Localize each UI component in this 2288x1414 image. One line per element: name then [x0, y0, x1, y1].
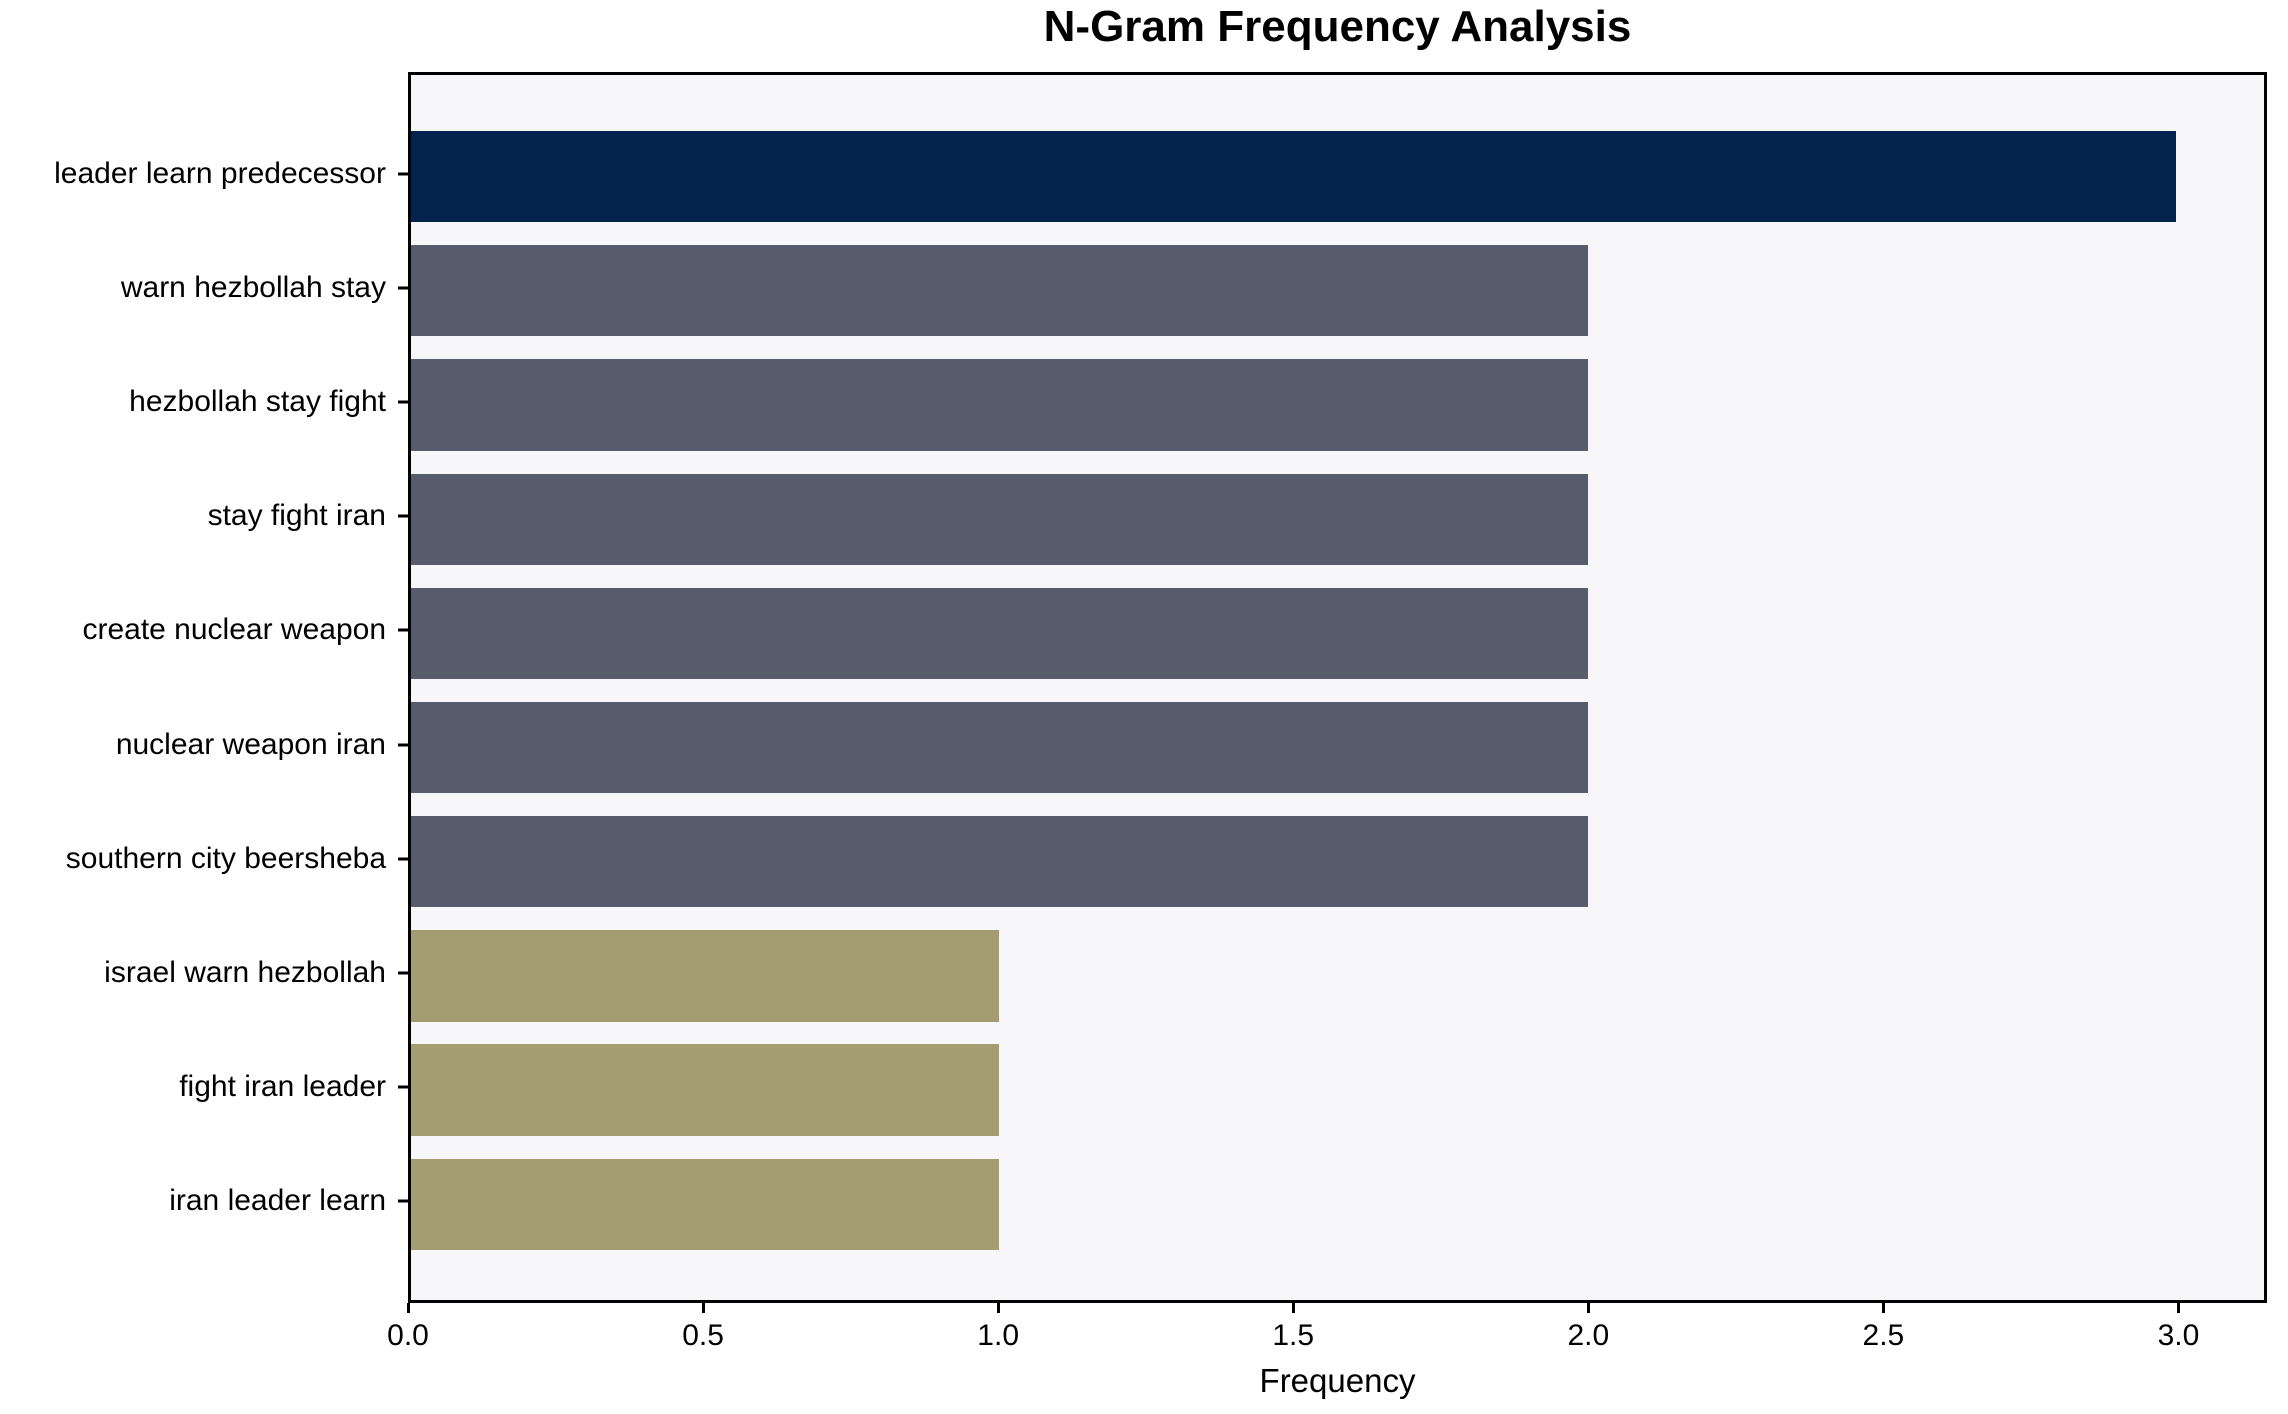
x-tick-label: 1.0: [977, 1319, 1020, 1352]
x-tick-label: 3.0: [2157, 1319, 2200, 1352]
y-axis-category-label: create nuclear weapon: [82, 613, 386, 647]
y-axis-category-label: warn hezbollah stay: [120, 270, 386, 304]
bar: [411, 245, 1588, 337]
bar: [411, 816, 1588, 908]
x-tick-mark: [406, 1303, 410, 1313]
y-tick-mark: [398, 514, 408, 518]
y-tick-mark: [398, 857, 408, 861]
x-tick-label: 1.5: [1272, 1319, 1315, 1352]
y-axis-category-label: leader learn predecessor: [54, 156, 386, 190]
x-tick-mark: [2176, 1303, 2180, 1313]
y-axis-category-label: israel warn hezbollah: [104, 955, 386, 989]
x-tick-label: 0.0: [387, 1319, 429, 1352]
y-axis-category-label: fight iran leader: [179, 1070, 386, 1104]
bar: [411, 930, 1000, 1022]
y-axis-category-label: hezbollah stay fight: [129, 385, 386, 419]
y-tick-mark: [398, 743, 408, 747]
y-tick-mark: [398, 971, 408, 975]
x-tick-label: 2.0: [1567, 1319, 1610, 1352]
x-tick-mark: [996, 1303, 1000, 1313]
bar: [411, 587, 1588, 680]
x-tick-mark: [1881, 1303, 1885, 1313]
x-axis-title: Frequency: [1259, 1362, 1416, 1399]
y-tick-mark: [398, 628, 408, 632]
y-tick-mark: [398, 400, 408, 404]
bar: [411, 359, 1588, 451]
y-axis-category-label: nuclear weapon iran: [115, 727, 386, 761]
y-tick-mark: [398, 286, 408, 290]
y-axis-category-label: stay fight iran: [207, 499, 386, 533]
y-axis-category-label: southern city beersheba: [65, 841, 386, 875]
x-tick-mark: [701, 1303, 705, 1313]
y-tick-mark: [398, 1085, 408, 1089]
bar: [411, 1158, 1000, 1251]
bar: [411, 130, 2176, 223]
x-tick-mark: [1291, 1303, 1295, 1313]
y-axis-category-label: iran leader learn: [169, 1184, 386, 1218]
chart-title: N-Gram Frequency Analysis: [1043, 2, 1632, 51]
x-tick-mark: [1586, 1303, 1590, 1313]
bar: [411, 1044, 1000, 1136]
bar: [411, 701, 1588, 794]
x-tick-label: 0.5: [682, 1319, 724, 1352]
bar: [411, 473, 1588, 565]
x-tick-label: 2.5: [1862, 1319, 1905, 1352]
plot-area: [408, 72, 2267, 1303]
y-tick-mark: [398, 1199, 408, 1203]
y-tick-mark: [398, 172, 408, 176]
